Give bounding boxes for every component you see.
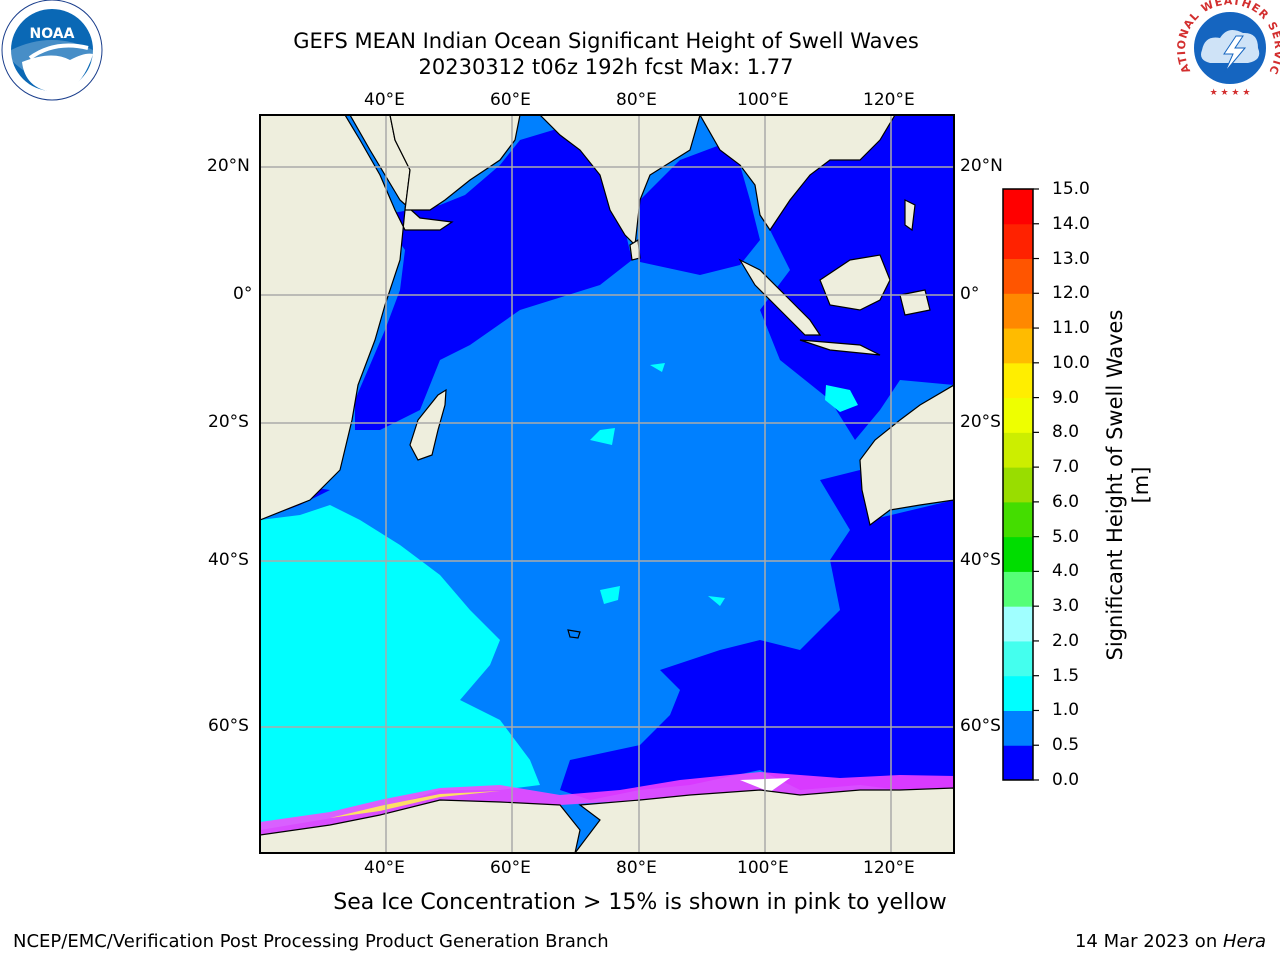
colorbar-label: Significant Height of Swell Waves [m] bbox=[1103, 309, 1153, 661]
colorbar-tick-label: 6.0 bbox=[1052, 491, 1080, 512]
colorbar-tick-label: 8.0 bbox=[1052, 422, 1080, 443]
colorbar-segment bbox=[1003, 710, 1033, 746]
lon-label-bottom: 40°E bbox=[364, 858, 405, 878]
colorbar-tick-label: 14.0 bbox=[1052, 213, 1090, 234]
lat-label-right: 40°S bbox=[960, 550, 1001, 570]
colorbar-segment bbox=[1003, 745, 1033, 781]
colorbar-tick-label: 3.0 bbox=[1052, 596, 1080, 617]
colorbar-segment bbox=[1003, 189, 1033, 225]
colorbar-segment bbox=[1003, 571, 1033, 607]
ocean-high-swell bbox=[260, 363, 858, 830]
noaa-logo: NOAA bbox=[1, 0, 103, 101]
lat-label-left: 40°S bbox=[208, 550, 249, 570]
colorbar-segment bbox=[1003, 467, 1033, 503]
lon-label-top: 40°E bbox=[364, 90, 405, 110]
colorbar-tick-label: 1.5 bbox=[1052, 665, 1080, 686]
colorbar-tick-label: 4.0 bbox=[1052, 561, 1080, 582]
colorbar-segment bbox=[1003, 223, 1033, 260]
map-subtitle: 20230312 t06z 192h fcst Max: 1.77 bbox=[418, 55, 794, 79]
lon-label-bottom: 60°E bbox=[490, 858, 531, 878]
land-india bbox=[539, 115, 701, 247]
lon-label-bottom: 100°E bbox=[737, 858, 789, 878]
colorbar-tick-label: 15.0 bbox=[1052, 179, 1090, 199]
colorbar bbox=[1003, 188, 1039, 781]
lon-label-top: 60°E bbox=[490, 90, 531, 110]
lat-label-right: 60°S bbox=[960, 716, 1001, 736]
colorbar-segment bbox=[1003, 501, 1033, 538]
lat-label-right: 0° bbox=[960, 284, 980, 304]
footer-credit: NCEP/EMC/Verification Post Processing Pr… bbox=[13, 931, 609, 952]
lon-label-top: 80°E bbox=[616, 90, 657, 110]
colorbar-segment bbox=[1003, 606, 1033, 642]
colorbar-tick-label: 0.5 bbox=[1052, 735, 1080, 756]
footer-date: 14 Mar 2023 on Hera bbox=[1075, 931, 1266, 952]
lat-label-right: 20°S bbox=[960, 412, 1001, 432]
land-borneo bbox=[819, 254, 891, 311]
colorbar-segment bbox=[1003, 432, 1033, 468]
map-frame bbox=[259, 114, 955, 854]
colorbar-segment bbox=[1003, 258, 1033, 294]
lat-label-left: 0° bbox=[233, 284, 253, 304]
land-antarctica bbox=[260, 787, 954, 853]
lat-label-right: 20°N bbox=[960, 156, 1003, 176]
colorbar-tick-label: 9.0 bbox=[1052, 387, 1080, 408]
colorbar-tick-label: 11.0 bbox=[1052, 318, 1090, 339]
colorbar-segment bbox=[1003, 640, 1033, 677]
sea-ice-band bbox=[260, 772, 954, 835]
lon-label-top: 100°E bbox=[737, 90, 789, 110]
land-sumatra bbox=[738, 258, 822, 336]
colorbar-segment bbox=[1003, 397, 1033, 433]
lon-label-bottom: 120°E bbox=[863, 858, 915, 878]
footer-host: Hera bbox=[1222, 931, 1266, 952]
colorbar-tick-label: 13.0 bbox=[1052, 248, 1090, 269]
colorbar-tick-label: 0.0 bbox=[1052, 770, 1080, 790]
land-arabia bbox=[389, 115, 521, 211]
lon-label-top: 120°E bbox=[863, 90, 915, 110]
colorbar-segment bbox=[1003, 536, 1033, 572]
colorbar-segment bbox=[1003, 328, 1033, 364]
colorbar-segment bbox=[1003, 675, 1033, 711]
lat-label-left: 20°S bbox=[208, 412, 249, 432]
colorbar-tick-label: 5.0 bbox=[1052, 526, 1080, 547]
colorbar-tick-label: 2.0 bbox=[1052, 630, 1080, 651]
land-southeast-asia bbox=[699, 115, 896, 232]
colorbar-tick-label: 1.0 bbox=[1052, 700, 1080, 721]
lat-label-left: 60°S bbox=[208, 716, 249, 736]
noaa-logo-text: NOAA bbox=[30, 26, 75, 42]
lat-label-left: 20°N bbox=[207, 156, 250, 176]
land-madagascar bbox=[409, 388, 447, 461]
colorbar-frame bbox=[1002, 188, 1034, 781]
lon-label-bottom: 80°E bbox=[616, 858, 657, 878]
svg-text:★ ★ ★ ★: ★ ★ ★ ★ bbox=[1210, 88, 1251, 98]
colorbar-tick-label: 7.0 bbox=[1052, 457, 1080, 478]
map-area bbox=[260, 115, 954, 853]
colorbar-segment bbox=[1003, 362, 1033, 399]
graticule bbox=[260, 115, 954, 853]
land-africa bbox=[260, 115, 454, 521]
colorbar-tick-label: 10.0 bbox=[1052, 352, 1090, 373]
footer-date-text: 14 Mar 2023 on bbox=[1074, 931, 1223, 952]
land-australia bbox=[859, 384, 954, 527]
colorbar-tick-label: 12.0 bbox=[1052, 283, 1090, 304]
sea-ice-caption: Sea Ice Concentration > 15% is shown in … bbox=[333, 890, 947, 915]
colorbar-segment bbox=[1003, 293, 1033, 329]
map-title: GEFS MEAN Indian Ocean Significant Heigh… bbox=[293, 29, 919, 53]
